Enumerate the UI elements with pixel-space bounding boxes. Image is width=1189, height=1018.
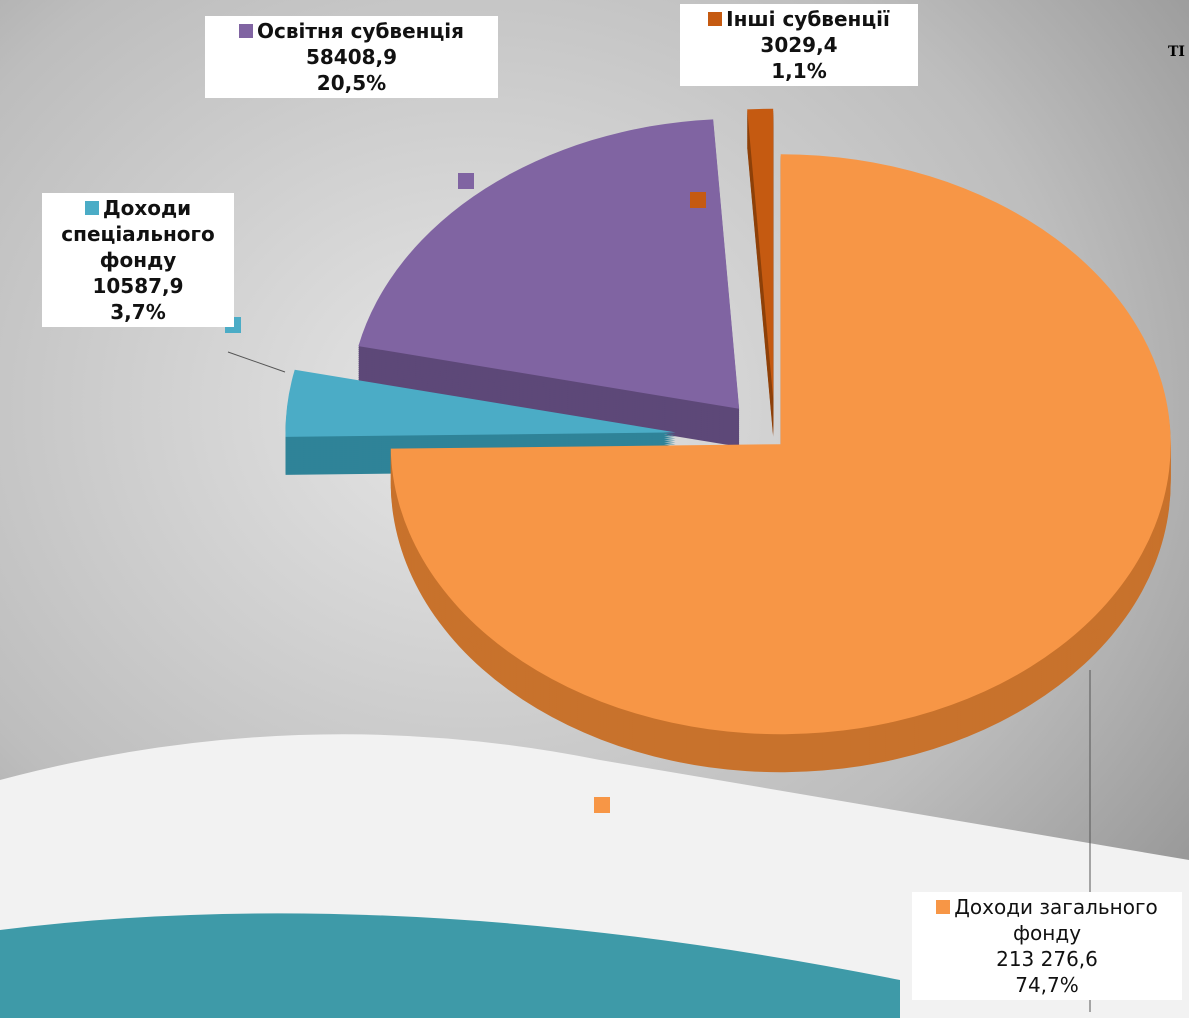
value-label: 213 276,6 xyxy=(916,946,1178,972)
annotation: ТІ xyxy=(1168,44,1185,60)
percent-label: 74,7% xyxy=(916,972,1178,998)
legend-swatch xyxy=(239,24,253,38)
slice-marker xyxy=(458,173,474,189)
percent-label: 20,5% xyxy=(209,70,494,96)
chart xyxy=(0,0,1189,1018)
slice xyxy=(747,109,773,399)
slice-marker xyxy=(594,797,610,813)
legend-label: Доходи загального фонду xyxy=(954,895,1157,945)
percent-label: 1,1% xyxy=(684,58,914,84)
legend-swatch xyxy=(936,900,950,914)
slice-marker xyxy=(690,192,706,208)
legend-label: Освітня субвенція xyxy=(257,19,464,43)
leader-line xyxy=(228,352,285,372)
slide: ТІ Доходи загального фонду213 276,674,7%… xyxy=(0,0,1189,1018)
value-label: 58408,9 xyxy=(209,44,494,70)
legend-swatch xyxy=(85,201,99,215)
percent-label: 3,7% xyxy=(46,299,230,325)
value-label: 3029,4 xyxy=(684,32,914,58)
legend-swatch xyxy=(708,12,722,26)
value-label: 10587,9 xyxy=(46,273,230,299)
legend-label: Інші субвенції xyxy=(726,7,890,31)
